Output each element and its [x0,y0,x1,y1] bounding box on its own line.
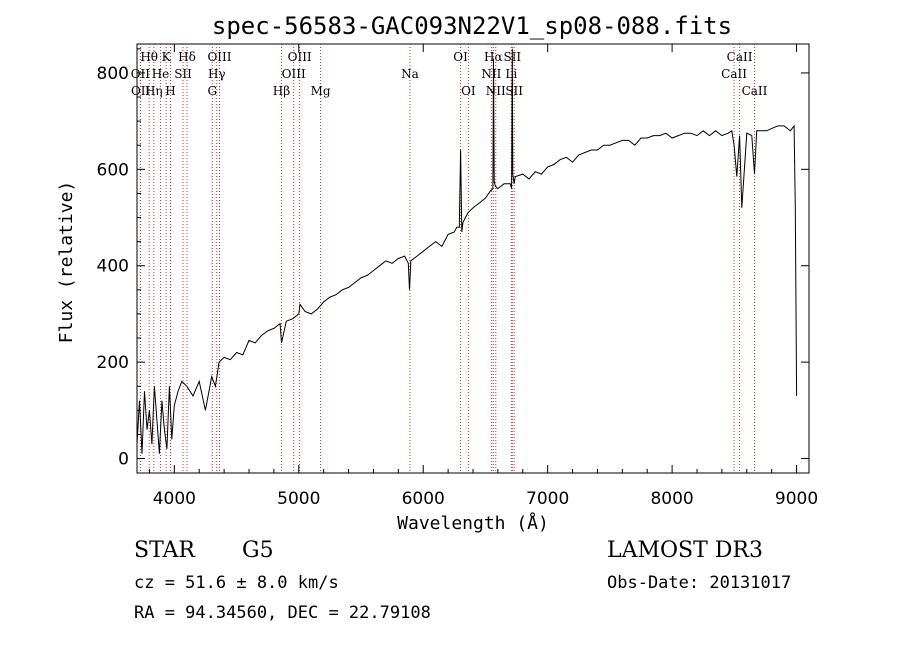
spectral-line-label: Mg [311,84,331,98]
obs-date-text: Obs-Date: 20131017 [607,573,792,593]
redshift-text: cz = 51.6 ± 8.0 km/s [134,573,339,593]
spectral-line-label: Li [505,67,517,81]
x-axis: 4000 5000 6000 7000 8000 9000 [148,44,818,509]
spectral-line-label: Hθ [140,50,158,64]
spectral-line-label: OIII [288,50,312,64]
survey-name: LAMOST DR3 [607,538,763,563]
spectral-line-label: OII [131,84,151,98]
spectral-line-label: Hα [484,50,503,64]
spectral-line-label: K [162,50,172,64]
y-tick-label: 200 [97,353,129,373]
spectral-line-label: OIII [207,50,231,64]
object-class: STAR [134,538,195,563]
spectral-line-label: Hδ [178,50,196,64]
y-axis: 0 200 400 600 800 [97,48,809,470]
spectral-line-label: OI [461,84,476,98]
x-tick-label: 8000 [650,489,693,509]
x-tick-label: 5000 [277,489,320,509]
object-subclass: G5 [242,538,274,563]
x-axis-label: Wavelength (Å) [397,512,549,534]
spectral-line-label: NII [481,67,501,81]
x-tick-label: 9000 [775,489,818,509]
spectral-line-label: SII [174,67,192,81]
spectral-line-label: OIII [282,67,306,81]
spectral-line-label: CaII [721,67,747,81]
y-tick-label: 0 [118,450,129,470]
spectral-line-label: H [165,84,175,98]
y-axis-label: Flux (relative) [56,181,77,344]
x-tick-label: 7000 [526,489,569,509]
spectral-line-label: OI [453,50,468,64]
y-tick-label: 800 [97,64,129,84]
y-tick-label: 400 [97,257,129,277]
spectral-line-label: NII [486,84,506,98]
spectral-line-label: CaII [727,50,753,64]
spectral-line-label: G [207,84,217,98]
spectral-line-label: Hβ [273,84,290,98]
chart-title: spec-56583-GAC093N22V1_sp08-088.fits [212,12,732,40]
spectral-line-label: He [152,67,170,81]
spectral-line-label: CaII [742,84,768,98]
y-tick-label: 600 [97,160,129,180]
spectral-line-label: SII [505,84,523,98]
spectral-line-label: Na [401,67,419,81]
spectral-line-label: Hη [145,84,163,98]
spectral-line-markers: HθOIIOIIHηHeKHSIIHδGOIIIHγHβOIIIOIIIMgNa… [131,44,768,473]
spectral-line-label: Hγ [208,67,226,81]
x-tick-label: 4000 [153,489,196,509]
spectrum-series-line [136,48,798,454]
coordinates-text: RA = 94.34560, DEC = 22.79108 [134,603,431,623]
plot-frame [136,43,810,474]
x-tick-label: 6000 [402,489,445,509]
